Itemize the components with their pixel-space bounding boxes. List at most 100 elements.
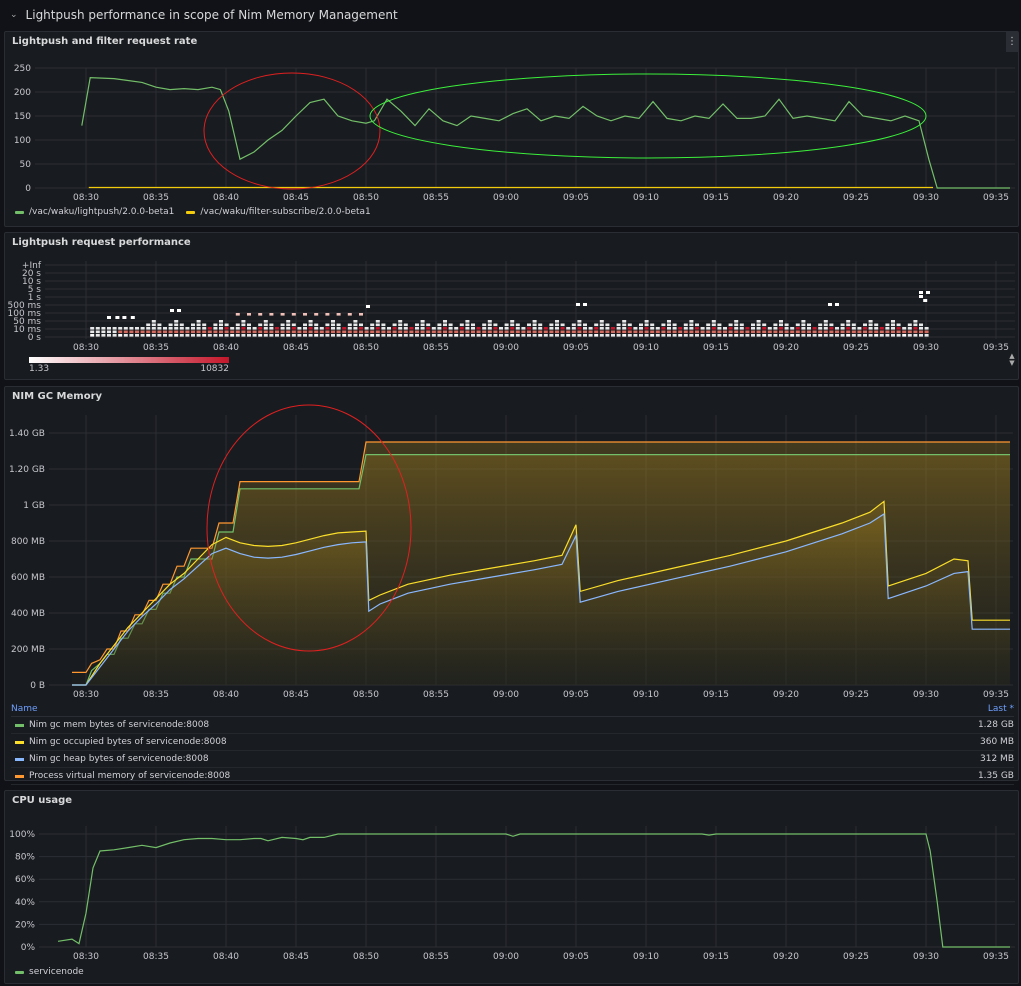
heatmap-cell	[157, 323, 162, 327]
heatmap-cell	[678, 327, 683, 330]
x-tick-label: 08:55	[423, 690, 449, 700]
heatmap-cell	[118, 327, 123, 330]
legend-table-header: Name Last *	[11, 702, 1014, 717]
heatmap-cell	[347, 327, 352, 330]
heatmap-cell	[168, 334, 173, 337]
header-last[interactable]: Last *	[987, 704, 1014, 714]
heatmap-cell	[191, 323, 195, 327]
heatmap-cell	[683, 323, 688, 327]
heatmap-cell	[650, 334, 655, 337]
heatmap-cell	[437, 334, 442, 337]
heatmap-cell	[454, 334, 459, 337]
legend-item[interactable]: servicenode	[15, 967, 84, 977]
legend-item[interactable]: /vac/waku/filter-subscribe/2.0.0-beta1	[186, 207, 371, 217]
heatmap-cell	[482, 330, 487, 334]
heatmap-cell	[375, 330, 380, 334]
x-tick-label: 09:00	[493, 343, 519, 353]
legend-last-value: 1.28 GB	[977, 720, 1014, 730]
heatmap-cell	[851, 334, 856, 337]
legend-table-row[interactable]: Nim gc mem bytes of servicenode:8008 1.28…	[11, 717, 1014, 734]
heatmap-cell	[482, 323, 487, 327]
heatmap-cell	[583, 330, 587, 334]
legend-item[interactable]: /vac/waku/lightpush/2.0.0-beta1	[15, 207, 174, 217]
panel-menu-icon[interactable]: ⋮	[1006, 32, 1018, 52]
heatmap-cell	[734, 330, 739, 334]
chevron-down-icon[interactable]: ⌄	[10, 10, 18, 20]
heatmap-cell	[734, 323, 739, 327]
legend-label: Nim gc heap bytes of servicenode:8008	[29, 754, 209, 764]
heatmap-cell	[431, 334, 436, 337]
heatmap-cell	[891, 327, 895, 330]
heatmap-cell	[571, 330, 576, 334]
heatmap-cell	[851, 323, 856, 327]
heatmap-cell	[118, 330, 123, 334]
heatmap-cell	[605, 327, 610, 330]
heatmap-cell	[252, 334, 257, 337]
heatmap-cell	[576, 303, 580, 306]
heatmap-cell	[258, 327, 263, 330]
heatmap-cell	[415, 327, 419, 330]
heatmap-cell	[151, 330, 156, 334]
heatmap-cell	[258, 323, 263, 327]
heatmap-cell	[241, 323, 246, 327]
x-tick-label: 08:40	[213, 952, 239, 962]
heatmap-cell	[499, 334, 503, 337]
heatmap-cell	[717, 334, 722, 337]
panel-gc-memory: NIM GC Memory 0 B 200 MB 400 MB 600 MB 800 M…	[4, 386, 1019, 785]
heatmap-cell	[129, 327, 134, 330]
heatmap-cell	[667, 320, 671, 323]
heatmap-cell	[627, 323, 632, 327]
heatmap-cell	[566, 334, 571, 337]
heatmap-cell	[874, 327, 879, 330]
legend-swatch	[15, 774, 24, 778]
heatmap-cell	[515, 330, 520, 334]
heatmap-cell	[913, 323, 918, 327]
heatmap-cell	[476, 330, 481, 334]
legend-swatch	[15, 723, 24, 727]
heatmap-cell	[919, 323, 923, 327]
heatmap-cell	[756, 323, 761, 327]
legend-table-row[interactable]: Nim gc heap bytes of servicenode:8008 312…	[11, 751, 1014, 768]
heatmap-cell	[527, 323, 531, 327]
heatmap-cell	[583, 303, 587, 306]
heatmap-cell	[560, 327, 565, 330]
header-name[interactable]: Name	[11, 704, 38, 714]
heatmap-cell	[616, 323, 621, 327]
heatmap-cell	[504, 323, 509, 327]
heatmap-cell	[465, 323, 470, 327]
legend-table-row[interactable]: Process virtual memory of servicenode:80…	[11, 768, 1014, 785]
heatmap-cell	[95, 327, 100, 330]
heatmap-cell	[336, 323, 341, 327]
x-tick-label: 09:05	[563, 343, 589, 353]
y-tick-label: 50 ms	[13, 317, 41, 327]
heatmap-cell	[555, 330, 559, 334]
legend-table-row[interactable]: Nim gc occupied bytes of servicenode:800…	[11, 734, 1014, 751]
heatmap-cell	[465, 334, 470, 337]
heatmap-cell	[202, 327, 207, 330]
heatmap-cell	[135, 330, 139, 334]
heatmap-cell	[112, 330, 117, 334]
heatmap-cell	[263, 327, 268, 330]
x-tick-label: 08:55	[423, 343, 449, 353]
heatmap-cell	[543, 330, 548, 334]
heatmap-cell	[734, 327, 739, 330]
y-tick-label: 5 s	[28, 285, 42, 295]
heatmap-cell	[325, 313, 330, 316]
heatmap-cell	[415, 334, 419, 337]
heatmap-cell	[364, 327, 369, 330]
heatmap-cell	[286, 327, 291, 330]
heatmap-cell	[588, 330, 593, 334]
heatmap-cell	[426, 323, 431, 327]
row-header[interactable]: ⌄ Lightpush performance in scope of Nim …	[0, 0, 1021, 30]
heatmap-cell	[633, 330, 638, 334]
heatmap-cell	[801, 327, 806, 330]
series-line	[72, 512, 1010, 686]
scroll-arrows-icon[interactable]: ▲ ▼	[1009, 352, 1015, 367]
heatmap-cell	[543, 334, 548, 337]
heatmap-cell	[863, 323, 867, 327]
heatmap-cell	[275, 327, 279, 330]
legend-name-cell: Nim gc mem bytes of servicenode:8008	[11, 720, 209, 730]
heatmap-cell	[353, 330, 358, 334]
heatmap-cell	[459, 330, 464, 334]
legend-last-value: 1.35 GB	[977, 771, 1014, 781]
